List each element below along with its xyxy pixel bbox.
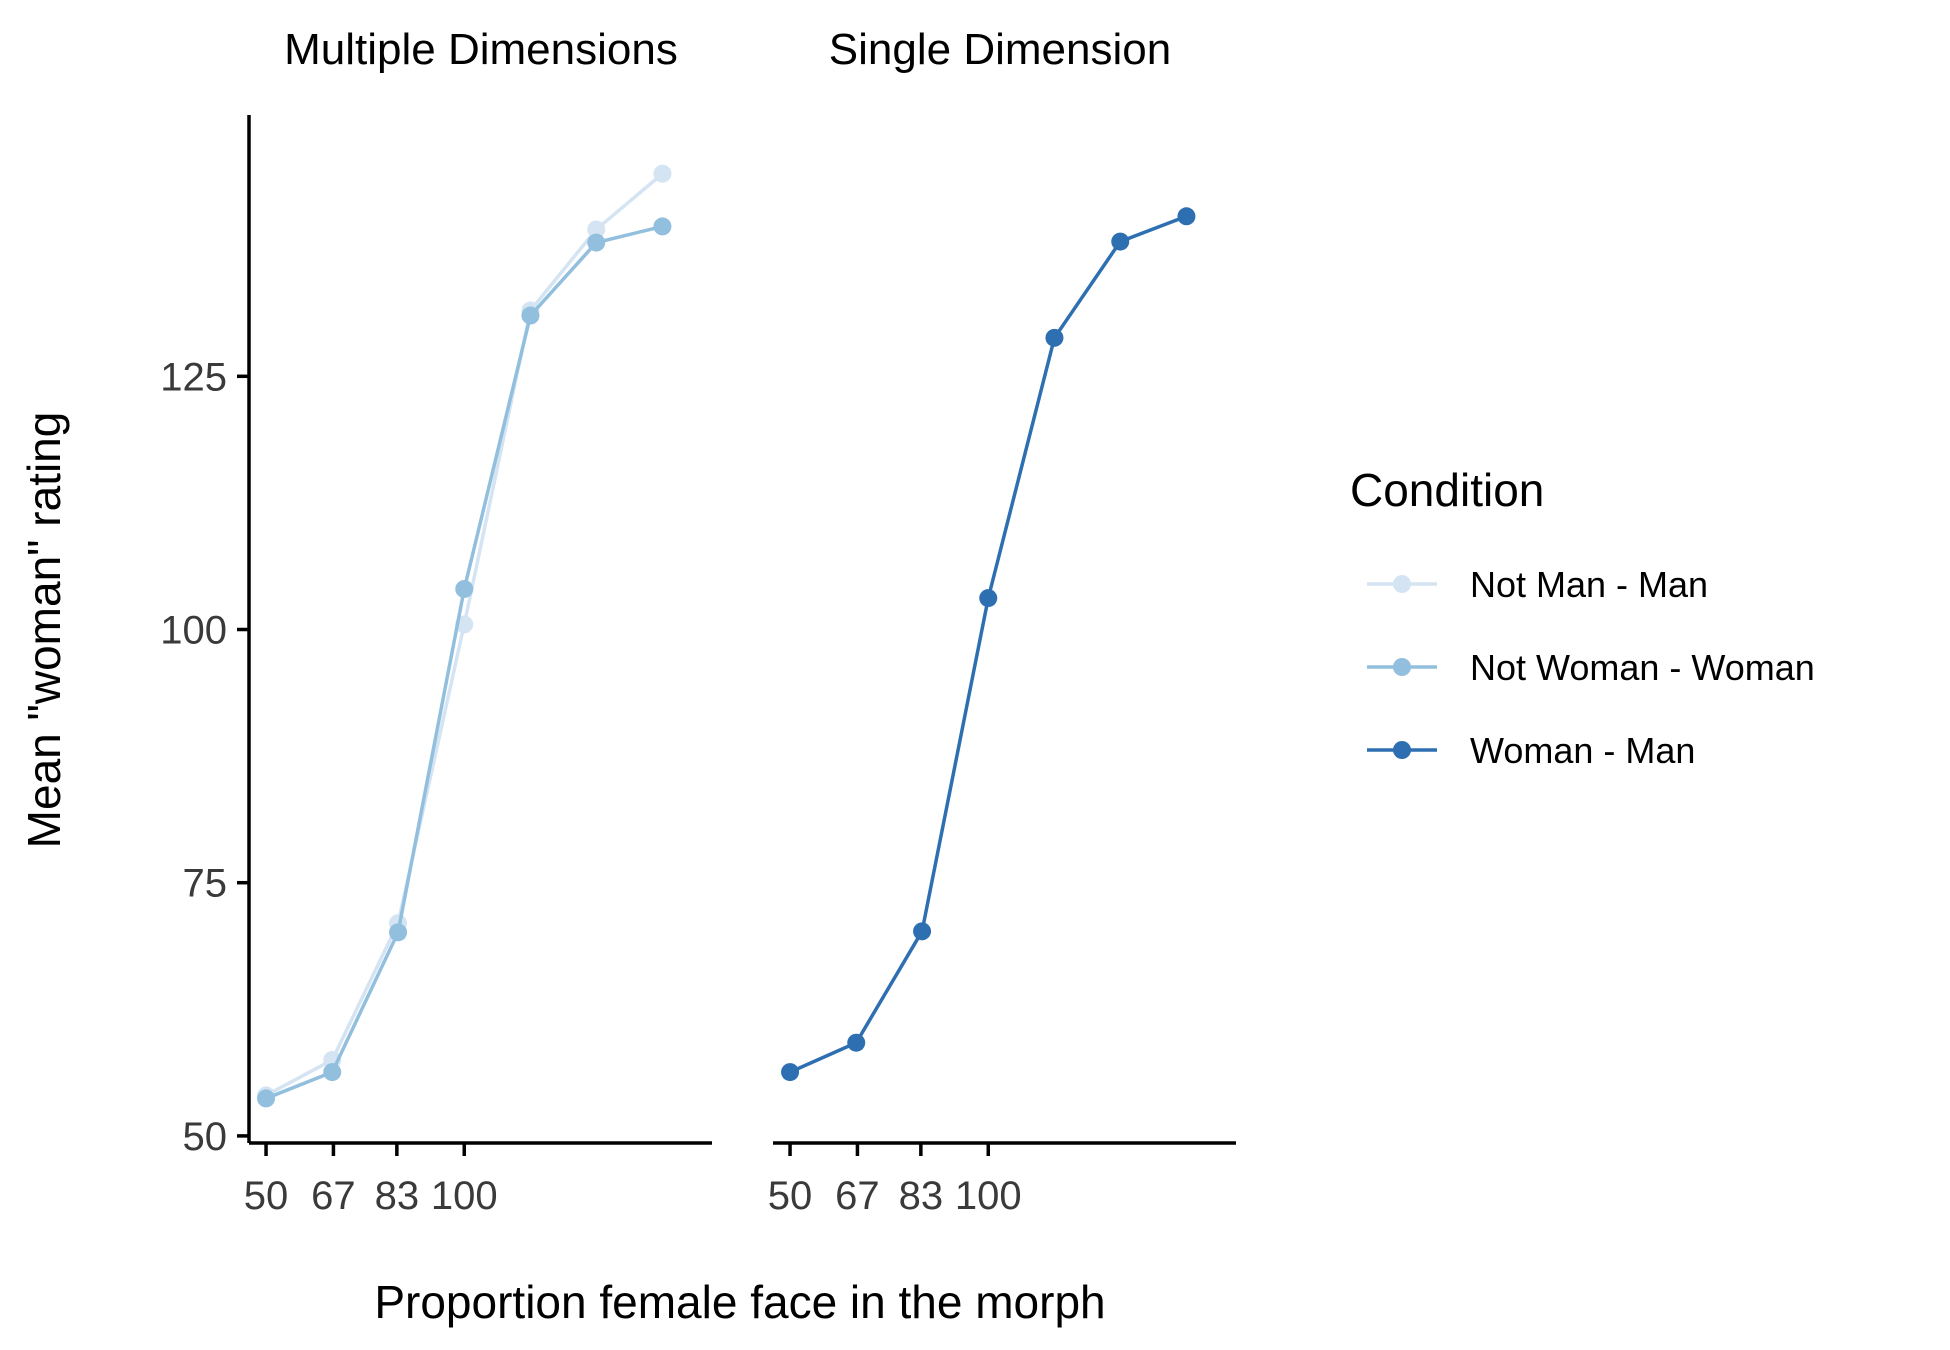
legend-title: Condition — [1350, 464, 1544, 516]
series-line — [265, 172, 664, 1097]
data-point — [587, 220, 606, 239]
facet-title-multiple-dimensions: Multiple Dimensions — [284, 25, 678, 74]
data-point — [521, 306, 540, 325]
y-tick-label: 100 — [160, 609, 227, 653]
legend-entry-label: Woman - Man — [1470, 730, 1695, 771]
x-tick-label: 83 — [899, 1174, 944, 1218]
series-line — [789, 214, 1188, 1074]
data-point — [847, 1033, 866, 1052]
x-tick-label: 67 — [835, 1174, 880, 1218]
data-point — [1045, 328, 1064, 347]
legend: Condition Not Man - Man Not Woman - Woman… — [1350, 464, 1815, 771]
y-axis: 50 75 100 125 — [160, 115, 251, 1159]
data-point — [389, 923, 408, 942]
panel-single-dimension: 50 67 83 100 — [768, 207, 1236, 1218]
x-tick-label: 83 — [375, 1174, 420, 1218]
data-point — [979, 589, 998, 608]
data-point — [455, 579, 474, 598]
x-tick-label: 100 — [955, 1174, 1022, 1218]
legend-key-point — [1393, 741, 1411, 759]
data-point — [913, 922, 932, 941]
data-point — [653, 164, 672, 183]
facet-title-single-dimension: Single Dimension — [829, 25, 1171, 74]
data-point — [781, 1063, 800, 1082]
panel-multiple-dimensions: 50 67 83 100 — [244, 164, 712, 1218]
data-point — [323, 1063, 342, 1082]
data-point — [1177, 207, 1196, 226]
y-axis-title: Mean "woman" rating — [18, 412, 70, 849]
data-point — [653, 217, 672, 236]
legend-key-point — [1393, 658, 1411, 676]
y-tick-label: 125 — [160, 355, 227, 399]
y-tick-label: 50 — [183, 1115, 228, 1159]
x-tick-label: 50 — [244, 1174, 289, 1218]
x-tick-label: 67 — [311, 1174, 356, 1218]
legend-entry-label: Not Man - Man — [1470, 564, 1708, 605]
legend-key-point — [1393, 575, 1411, 593]
x-tick-label: 100 — [431, 1174, 498, 1218]
data-point — [257, 1089, 276, 1108]
x-axis-title: Proportion female face in the morph — [374, 1276, 1105, 1328]
legend-entry-label: Not Woman - Woman — [1470, 647, 1815, 688]
y-tick-label: 75 — [183, 862, 228, 906]
series-line — [265, 224, 663, 1101]
data-point — [1111, 232, 1130, 251]
x-tick-label: 50 — [768, 1174, 813, 1218]
data-point — [587, 233, 606, 252]
